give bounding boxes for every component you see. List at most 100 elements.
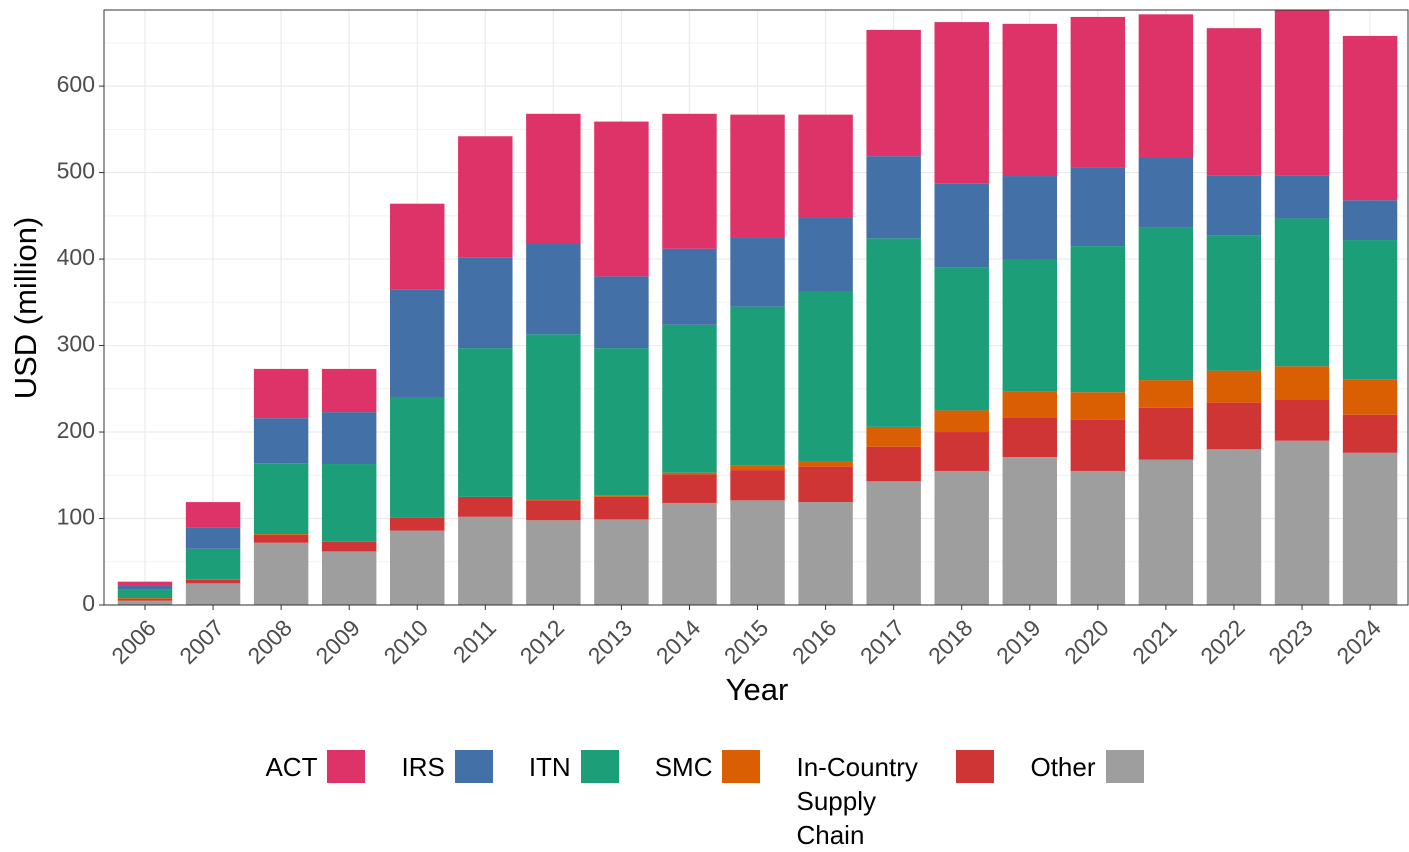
x-tick-label: 2006 <box>106 614 161 669</box>
x-tick-label: 2016 <box>787 614 842 669</box>
x-tick-label: 2007 <box>174 614 229 669</box>
bar-segment <box>1274 399 1330 441</box>
bar-segment <box>321 541 377 552</box>
bar-segment <box>662 472 717 475</box>
legend: ACT IRS ITN SMC In-Country Supply Chain Other <box>0 750 1409 852</box>
bar-segment <box>866 29 921 157</box>
bar-segment <box>526 113 581 244</box>
bar-segment <box>866 238 921 427</box>
bar-segment <box>1342 200 1398 241</box>
bar-segment <box>1206 235 1262 371</box>
bar-segment <box>798 291 853 462</box>
bar-segment <box>798 461 853 467</box>
bar-segment <box>321 464 377 542</box>
bar-segment <box>1342 379 1398 415</box>
bar-segment <box>390 289 445 398</box>
bars <box>117 10 1398 605</box>
bar-segment <box>1206 28 1262 176</box>
bar-segment <box>1138 380 1194 408</box>
legend-label: SMC <box>654 752 713 782</box>
bar-segment <box>1342 414 1398 453</box>
bar-segment <box>594 276 649 349</box>
bar-segment <box>185 583 241 605</box>
legend-label: In-Country Supply Chain <box>796 752 918 850</box>
bar-segment <box>526 334 581 500</box>
bar-segment <box>1206 370 1262 403</box>
x-tick-label: 2011 <box>448 614 501 667</box>
bar-segment <box>1002 176 1058 260</box>
y-tick-label: 400 <box>57 244 95 270</box>
x-tick-label: 2008 <box>242 614 297 669</box>
bar-segment <box>1274 366 1330 400</box>
bar-segment <box>390 530 445 605</box>
legend-swatch <box>327 750 366 783</box>
bar-segment <box>934 22 989 184</box>
x-tick-label: 2013 <box>583 614 638 669</box>
bar-segment <box>1002 417 1058 458</box>
x-tick-label: 2010 <box>379 614 434 669</box>
legend-swatch <box>1105 750 1144 783</box>
bar-segment <box>253 368 309 419</box>
bar-segment <box>117 598 173 601</box>
bar-segment <box>1070 470 1126 605</box>
bar-segment <box>730 470 785 501</box>
bar-segment <box>798 114 853 218</box>
x-tick-label: 2021 <box>1127 614 1182 669</box>
bar-segment <box>1138 459 1194 605</box>
x-tick-label: 2012 <box>515 614 570 669</box>
bar-segment <box>253 418 309 464</box>
bar-segment <box>934 183 989 268</box>
bar-segment <box>594 121 649 277</box>
bar-segment <box>934 410 989 433</box>
bar-segment <box>798 217 853 292</box>
bar-segment <box>458 496 513 517</box>
y-tick-label: 100 <box>57 504 95 530</box>
legend-swatch <box>454 750 493 783</box>
legend-item: ACT <box>265 750 366 852</box>
x-tick-label: 2018 <box>923 614 978 669</box>
bar-segment <box>662 324 717 473</box>
bar-segment <box>1138 407 1194 460</box>
bar-segment <box>253 463 309 535</box>
bar-segment <box>1138 14 1194 158</box>
bar-segment <box>730 465 785 471</box>
bar-segment <box>526 243 581 335</box>
y-tick-label: 500 <box>57 158 95 184</box>
bar-segment <box>185 579 241 580</box>
bar-segment <box>934 470 989 605</box>
y-axis-title: USD (million) <box>8 217 43 400</box>
bar-segment <box>458 348 513 497</box>
x-tick-label: 2020 <box>1059 614 1114 669</box>
bar-segment <box>1002 457 1058 605</box>
legend-item: SMC <box>655 750 761 852</box>
bar-segment <box>1002 391 1058 418</box>
bar-segment <box>390 517 445 531</box>
legend-swatch <box>722 750 761 783</box>
bar-segment <box>934 432 989 471</box>
bar-segment <box>594 519 649 605</box>
bar-segment <box>1070 392 1126 420</box>
legend-label: IRS <box>401 752 445 782</box>
bar-segment <box>1342 35 1398 201</box>
page: {"chart_data": {"type": "stacked_bar", "… <box>8 9 1409 850</box>
bar-segment <box>117 581 173 586</box>
bar-segment <box>1274 175 1330 219</box>
bar-segment <box>1002 259 1058 392</box>
chart: Year USD (million) 0 100 200 300 400 500 600 20… <box>8 9 1409 707</box>
y-tick-label: 200 <box>57 417 95 443</box>
y-tick-label: 300 <box>57 331 95 357</box>
y-tick-label: 600 <box>57 71 95 97</box>
bar-segment <box>390 203 445 290</box>
bar-segment <box>1070 167 1126 247</box>
bar-segment <box>1206 402 1262 450</box>
bar-segment <box>798 502 853 605</box>
bar-segment <box>662 113 717 249</box>
x-tick-label: 2017 <box>855 614 910 669</box>
bar-segment <box>458 257 513 349</box>
bar-segment <box>1274 218 1330 367</box>
legend-item: Other <box>1030 750 1144 852</box>
bar-segment <box>185 579 241 584</box>
bar-segment <box>934 267 989 411</box>
bar-segment <box>253 542 309 605</box>
bar-segment <box>662 474 717 503</box>
